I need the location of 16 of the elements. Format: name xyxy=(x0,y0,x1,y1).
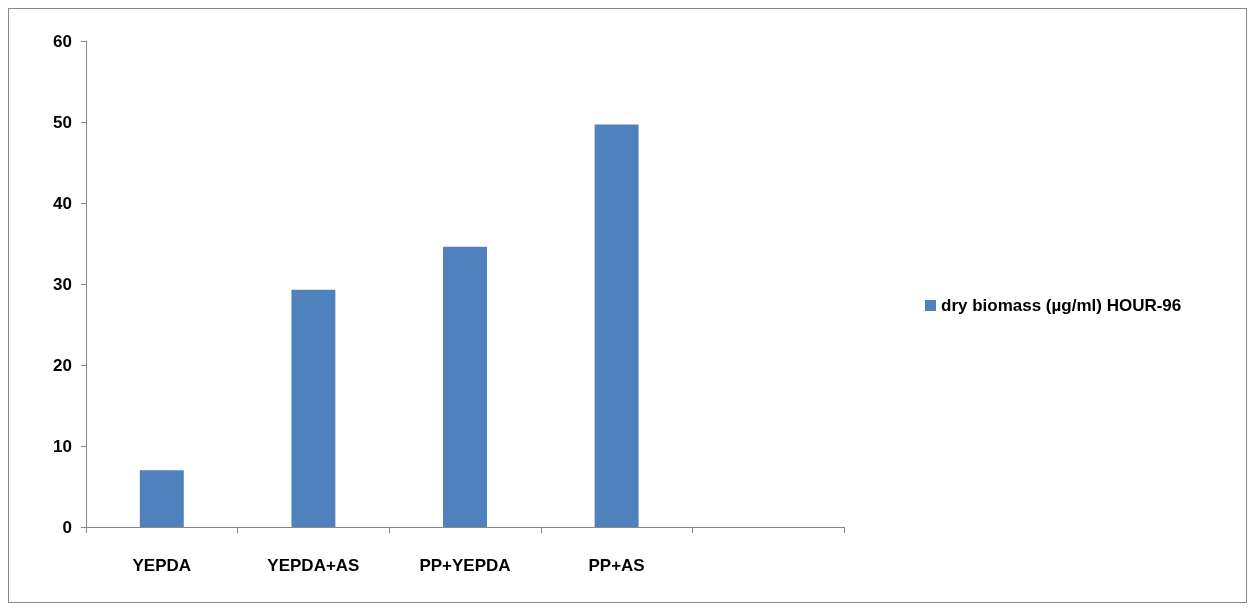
y-tick-label: 30 xyxy=(53,274,72,294)
y-tick-label: 40 xyxy=(53,193,72,213)
y-tick-label: 10 xyxy=(53,436,72,456)
bar xyxy=(291,289,336,527)
y-tick-label: 60 xyxy=(53,31,72,51)
legend-label: dry biomass (µg/ml) HOUR-96 xyxy=(941,296,1182,315)
bar xyxy=(594,124,639,527)
x-tick-label: YEPDA xyxy=(132,556,192,575)
y-tick-label: 50 xyxy=(53,112,72,132)
bar xyxy=(443,246,487,527)
y-tick-label: 0 xyxy=(62,517,72,537)
y-tick-label: 20 xyxy=(53,355,72,375)
x-tick-label: PP+YEPDA xyxy=(419,556,511,575)
bar xyxy=(139,470,184,527)
x-tick-label: PP+AS xyxy=(588,556,645,575)
x-tick-label: YEPDA+AS xyxy=(267,556,360,575)
